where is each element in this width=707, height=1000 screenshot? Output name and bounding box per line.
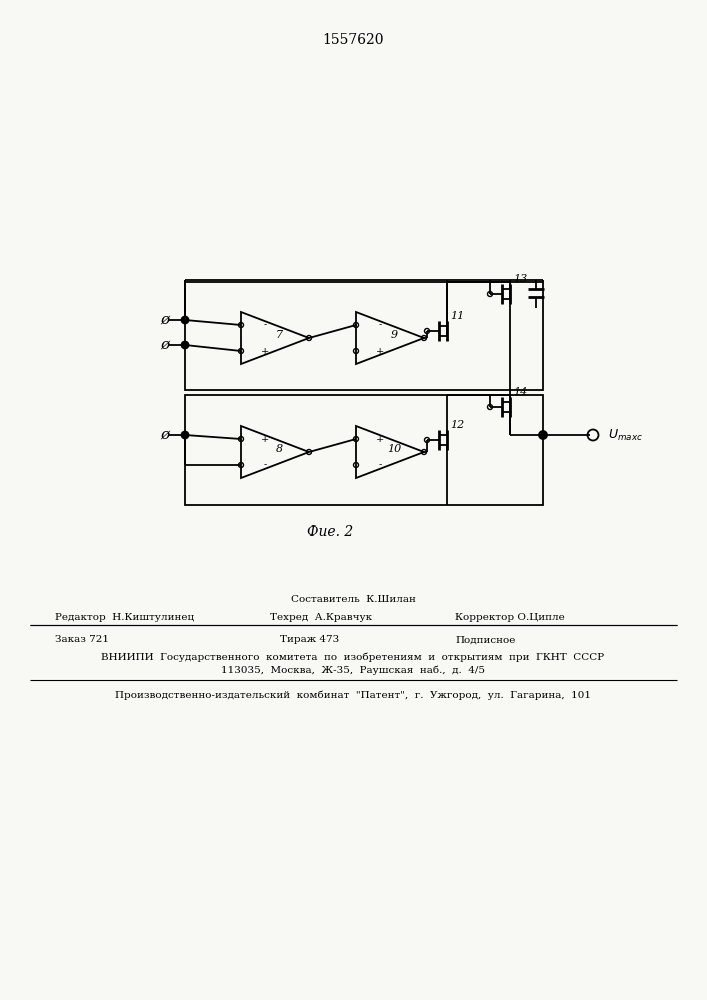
Text: Подписное: Подписное bbox=[455, 636, 515, 645]
Text: -: - bbox=[264, 460, 267, 470]
Text: -: - bbox=[378, 460, 382, 470]
Text: ø: ø bbox=[160, 313, 170, 327]
Text: -: - bbox=[264, 320, 267, 330]
Text: ø: ø bbox=[160, 428, 170, 442]
Text: 7: 7 bbox=[276, 330, 283, 340]
Text: +: + bbox=[261, 434, 269, 444]
Text: 113035,  Москва,  Ж-35,  Раушская  наб.,  д.  4/5: 113035, Москва, Ж-35, Раушская наб., д. … bbox=[221, 665, 485, 675]
Text: Заказ 721: Заказ 721 bbox=[55, 636, 109, 645]
Bar bbox=[185, 282, 543, 390]
Text: ø: ø bbox=[160, 338, 170, 352]
Text: -: - bbox=[378, 320, 382, 330]
Text: 9: 9 bbox=[390, 330, 397, 340]
Text: 10: 10 bbox=[387, 444, 401, 454]
Circle shape bbox=[539, 431, 547, 439]
Bar bbox=[185, 395, 543, 505]
Text: 11: 11 bbox=[450, 311, 464, 321]
Text: ВНИИПИ  Государственного  комитета  по  изобретениям  и  открытиям  при  ГКНТ  С: ВНИИПИ Государственного комитета по изоб… bbox=[101, 652, 604, 662]
Text: Производственно-издательский  комбинат  "Патент",  г.  Ужгород,  ул.  Гагарина, : Производственно-издательский комбинат "П… bbox=[115, 690, 591, 700]
Circle shape bbox=[182, 342, 189, 349]
Text: 1557620: 1557620 bbox=[322, 33, 384, 47]
Text: 14: 14 bbox=[513, 387, 527, 397]
Text: 8: 8 bbox=[276, 444, 283, 454]
Text: Редактор  Н.Киштулинец: Редактор Н.Киштулинец bbox=[55, 612, 194, 621]
Text: Техред  А.Кравчук: Техред А.Кравчук bbox=[270, 612, 372, 621]
Text: Тираж 473: Тираж 473 bbox=[280, 636, 339, 645]
Circle shape bbox=[182, 316, 189, 324]
Text: 12: 12 bbox=[450, 420, 464, 430]
Text: $U_{\mathit{maxc}}$: $U_{\mathit{maxc}}$ bbox=[607, 427, 643, 443]
Text: Составитель  К.Шилан: Составитель К.Шилан bbox=[291, 595, 416, 604]
Text: +: + bbox=[376, 434, 384, 444]
Text: +: + bbox=[261, 347, 269, 356]
Circle shape bbox=[182, 432, 189, 438]
Text: +: + bbox=[376, 347, 384, 356]
Text: Фие. 2: Фие. 2 bbox=[307, 525, 353, 539]
Text: 13: 13 bbox=[513, 274, 527, 284]
Text: Корректор О.Ципле: Корректор О.Ципле bbox=[455, 612, 565, 621]
